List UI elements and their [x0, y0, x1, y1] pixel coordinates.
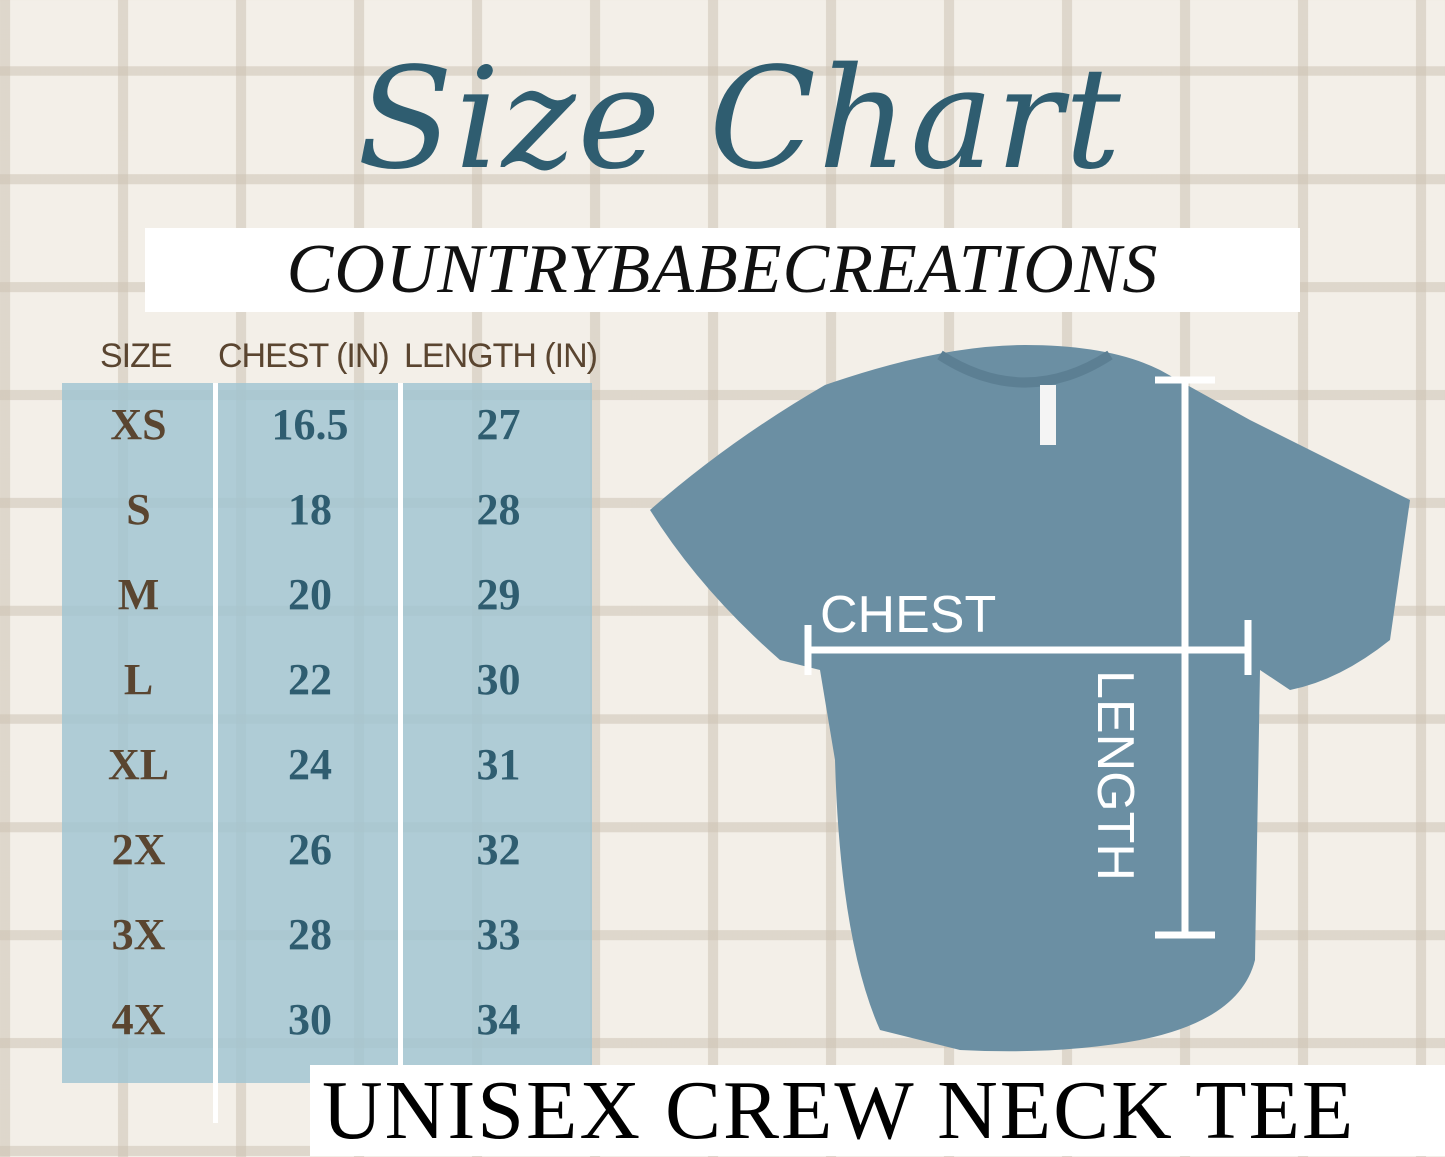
table-row: M 20 29 [62, 555, 592, 635]
length-cell: 31 [476, 740, 521, 789]
table-row: XS 16.5 27 [62, 385, 592, 465]
length-cell: 30 [476, 655, 521, 704]
chest-cell: 28 [288, 910, 332, 959]
header-chest: CHEST (IN) [218, 337, 390, 375]
product-name: UNISEX CREW NECK TEE [322, 1064, 1356, 1157]
length-cell: 33 [476, 910, 521, 959]
size-table [62, 383, 592, 1083]
length-cell: 29 [476, 570, 521, 619]
length-label: LENGTH [1086, 670, 1144, 881]
size-cell: XL [107, 740, 170, 789]
header-size: SIZE [100, 337, 173, 375]
footer-band [310, 1065, 1445, 1156]
table-row: 2X 26 32 [62, 810, 592, 890]
chest-cell: 18 [288, 485, 332, 534]
tshirt-collar [937, 350, 1113, 388]
chest-cell: 16.5 [271, 400, 349, 449]
length-cell: 28 [476, 485, 521, 534]
length-cell: 27 [476, 400, 521, 449]
page-title: Size Chart [357, 38, 1123, 201]
brand-band [145, 228, 1300, 312]
size-cell: 2X [111, 825, 166, 874]
tshirt-shape [650, 345, 1410, 1052]
chest-cell: 22 [288, 655, 332, 704]
size-cell: 3X [111, 910, 166, 959]
table-row: L 22 30 [62, 640, 592, 720]
size-cell: M [117, 570, 160, 619]
header-length: LENGTH (IN) [404, 337, 598, 375]
chest-cell: 20 [288, 570, 332, 619]
chest-cell: 24 [288, 740, 332, 789]
tshirt-diagram: CHEST LENGTH [650, 345, 1410, 1052]
brand-name: COUNTRYBABECREATIONS [286, 231, 1159, 308]
size-cell: XS [110, 400, 167, 449]
table-row: XL 24 31 [62, 725, 592, 805]
size-cell: 4X [111, 995, 166, 1044]
table-row: S 18 28 [62, 470, 592, 550]
table-row: 3X 28 33 [62, 895, 592, 975]
size-cell: S [126, 485, 151, 534]
size-cell: L [123, 655, 154, 704]
table-row: 4X 30 34 [62, 980, 592, 1060]
tshirt-tag [1040, 385, 1056, 445]
column-divider [398, 383, 403, 1123]
chest-label: CHEST [820, 586, 996, 644]
chest-cell: 26 [288, 825, 332, 874]
column-divider [213, 383, 218, 1123]
length-cell: 32 [476, 825, 521, 874]
chest-cell: 30 [288, 995, 332, 1044]
length-cell: 34 [476, 995, 521, 1044]
